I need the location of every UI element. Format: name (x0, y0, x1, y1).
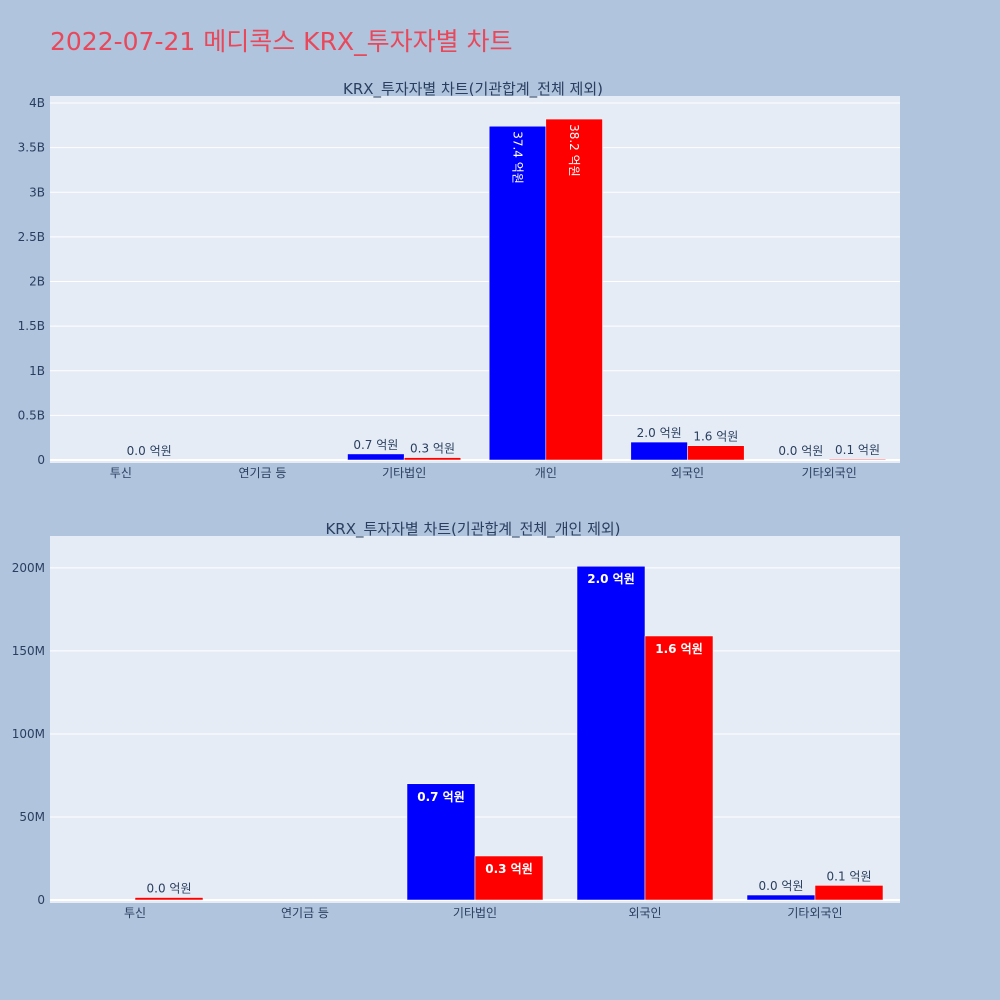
data-label: 0.0 억원 (778, 444, 823, 458)
bar (474, 855, 544, 901)
bar (630, 441, 688, 461)
data-label: 2.0 억원 (637, 426, 682, 440)
x-tick-label: 연기금 등 (239, 466, 287, 480)
y-tick-label: 1.5B (18, 319, 45, 333)
y-tick-label: 1B (29, 364, 45, 378)
chart-panel-2: 0 50M 100M 150M 200M KRX_투자자별 차트(기관합계_전체_개인 제… (12, 520, 900, 920)
data-label: 1.6 억원 (693, 430, 738, 444)
data-label: 2.0 억원 (587, 572, 635, 586)
y-tick-label: 200M (12, 561, 45, 575)
x-tick-label: 외국인 (628, 906, 661, 920)
y-tick-label: 0.5B (18, 408, 45, 422)
x-tick-label: 연기금 등 (281, 906, 329, 920)
x-tick-label: 외국인 (671, 466, 704, 480)
y-tick-label: 150M (12, 644, 45, 658)
bar (545, 118, 603, 461)
x-tick-label: 투신 (124, 906, 146, 920)
x-tick-label: 개인 (535, 466, 557, 480)
y-tick-label: 3.5B (18, 141, 45, 155)
y-tick-label: 4B (29, 96, 45, 110)
data-label: 38.2 억원 (567, 124, 581, 177)
data-label: 0.0 억원 (127, 444, 172, 458)
data-label: 0.1 억원 (835, 443, 880, 457)
y-tick-label: 3B (29, 185, 45, 199)
bar (134, 897, 204, 901)
data-label: 0.1 억원 (827, 869, 872, 883)
y-tick-label: 0 (37, 453, 45, 467)
data-label: 0.7 억원 (417, 790, 465, 804)
subplot-title: KRX_투자자별 차트(기관합계_전체_개인 제외) (325, 520, 620, 539)
bar (488, 125, 547, 461)
page-title: 2022-07-21 메디콕스 KRX_투자자별 차트 (50, 27, 513, 56)
y-tick-label: 0 (37, 893, 45, 907)
bar (814, 885, 884, 901)
data-label: 0.3 억원 (485, 862, 533, 876)
y-tick-label: 2B (29, 275, 45, 289)
y-tick-label: 2.5B (18, 230, 45, 244)
bar (403, 457, 462, 461)
x-tick-label: 기타외국인 (787, 906, 842, 920)
bar (576, 565, 646, 901)
chart-panel-1: 0 0.5B 1B 1.5B 2B 2.5B 3B 3.5B 4B KRX_투자자별 차트(기관합… (18, 80, 900, 480)
x-tick-label: 기타법인 (453, 906, 497, 920)
bar (687, 445, 745, 461)
x-tick-label: 기타외국인 (802, 466, 857, 480)
subplot-title: KRX_투자자별 차트(기관합계_전체 제외) (343, 80, 603, 99)
data-label: 37.4 억원 (511, 131, 525, 184)
y-tick-label: 50M (19, 810, 45, 824)
bar (347, 453, 405, 461)
data-label: 0.3 억원 (410, 442, 455, 456)
data-label: 0.0 억원 (759, 879, 804, 893)
bar (644, 635, 714, 901)
y-tick-label: 100M (12, 727, 45, 741)
data-label: 0.7 억원 (353, 438, 398, 452)
bar (828, 458, 887, 461)
data-label: 0.0 억원 (147, 882, 192, 896)
bar (746, 894, 816, 901)
bar (406, 783, 476, 901)
x-tick-label: 투신 (110, 466, 132, 480)
data-label: 1.6 억원 (655, 642, 703, 656)
plot-background (50, 96, 900, 463)
x-tick-label: 기타법인 (382, 466, 426, 480)
